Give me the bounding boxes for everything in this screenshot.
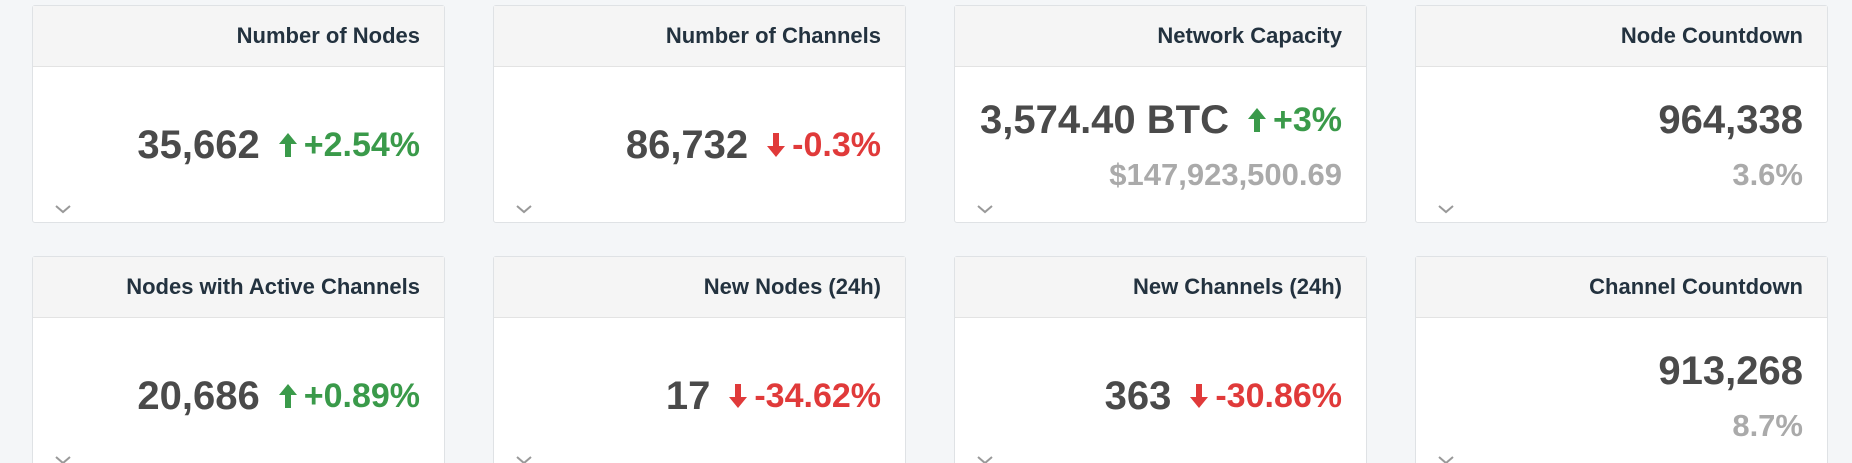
value-row: 35,662 +2.54% <box>137 123 420 168</box>
value-row: 363 -30.86% <box>1105 374 1342 419</box>
stat-sub: $147,923,500.69 <box>1109 156 1342 192</box>
stat-sub: 8.7% <box>1732 407 1803 443</box>
stat-change: +2.54% <box>278 126 420 165</box>
stat-change: -34.62% <box>728 377 881 416</box>
expand-chevron[interactable] <box>514 454 534 463</box>
card-title: Network Capacity <box>955 6 1366 67</box>
value-row: 913,268 <box>1658 349 1803 394</box>
value-row: 17 -34.62% <box>666 374 881 419</box>
arrow-up <box>278 384 297 408</box>
stat-value: 17 <box>665 373 711 418</box>
arrow-up <box>1248 108 1266 132</box>
stat-card: Nodes with Active Channels 20,686 +0.89% <box>32 256 445 463</box>
expand-chevron[interactable] <box>1436 203 1456 215</box>
card-title: Channel Countdown <box>1416 257 1827 318</box>
stat-value: 35,662 <box>137 122 260 167</box>
card-title: New Nodes (24h) <box>494 257 905 318</box>
change-text: -0.3% <box>792 125 881 164</box>
arrow-down <box>729 384 748 408</box>
card-body: 964,338 3.6% <box>1416 67 1827 223</box>
arrow-up <box>278 133 297 157</box>
value-row: 3,574.40 BTC +3% <box>980 98 1342 143</box>
stat-card: Number of Nodes 35,662 +2.54% <box>32 5 445 223</box>
stat-change: -0.3% <box>766 126 881 165</box>
stat-value: 3,574.40 BTC <box>979 97 1229 142</box>
change-text: -30.86% <box>1215 376 1342 415</box>
stat-card: Network Capacity 3,574.40 BTC +3% $147,923,… <box>954 5 1367 223</box>
change-text: +0.89% <box>303 376 420 415</box>
card-body: 3,574.40 BTC +3% $147,923,500.69 <box>955 67 1366 223</box>
stat-sub: 3.6% <box>1732 156 1803 192</box>
expand-chevron[interactable] <box>1436 454 1456 463</box>
stat-value: 964,338 <box>1658 97 1803 142</box>
expand-chevron[interactable] <box>514 203 534 215</box>
value-row: 20,686 +0.89% <box>137 374 420 419</box>
stat-value: 913,268 <box>1658 348 1803 393</box>
card-title: Nodes with Active Channels <box>33 257 444 318</box>
value-row: 86,732 -0.3% <box>626 123 881 168</box>
stat-card: New Channels (24h) 363 -30.86% <box>954 256 1367 463</box>
card-body: 20,686 +0.89% <box>33 318 444 463</box>
stat-value: 20,686 <box>137 373 260 418</box>
card-title: Number of Channels <box>494 6 905 67</box>
expand-chevron[interactable] <box>53 454 73 463</box>
card-body: 363 -30.86% <box>955 318 1366 463</box>
expand-chevron[interactable] <box>975 454 995 463</box>
stat-change: -30.86% <box>1189 377 1342 416</box>
card-title: Number of Nodes <box>33 6 444 67</box>
stat-change: +3% <box>1247 101 1342 140</box>
stat-value: 363 <box>1104 373 1172 418</box>
stat-card: New Nodes (24h) 17 -34.62% <box>493 256 906 463</box>
arrow-down <box>767 133 786 157</box>
stat-value: 86,732 <box>625 122 749 167</box>
change-text: +2.54% <box>303 125 420 164</box>
stat-card: Channel Countdown 913,268 8.7% <box>1415 256 1828 463</box>
expand-chevron[interactable] <box>975 203 995 215</box>
change-text: -34.62% <box>754 376 881 415</box>
card-body: 86,732 -0.3% <box>494 67 905 223</box>
card-body: 913,268 8.7% <box>1416 318 1827 463</box>
value-row: 964,338 <box>1658 98 1803 143</box>
stat-card: Number of Channels 86,732 -0.3% <box>493 5 906 223</box>
card-title: Node Countdown <box>1416 6 1827 67</box>
card-title: New Channels (24h) <box>955 257 1366 318</box>
card-body: 17 -34.62% <box>494 318 905 463</box>
card-body: 35,662 +2.54% <box>33 67 444 223</box>
arrow-down <box>1190 384 1209 408</box>
change-text: +3% <box>1273 100 1342 139</box>
expand-chevron[interactable] <box>53 203 73 215</box>
stat-card: Node Countdown 964,338 3.6% <box>1415 5 1828 223</box>
stat-change: +0.89% <box>278 377 420 416</box>
